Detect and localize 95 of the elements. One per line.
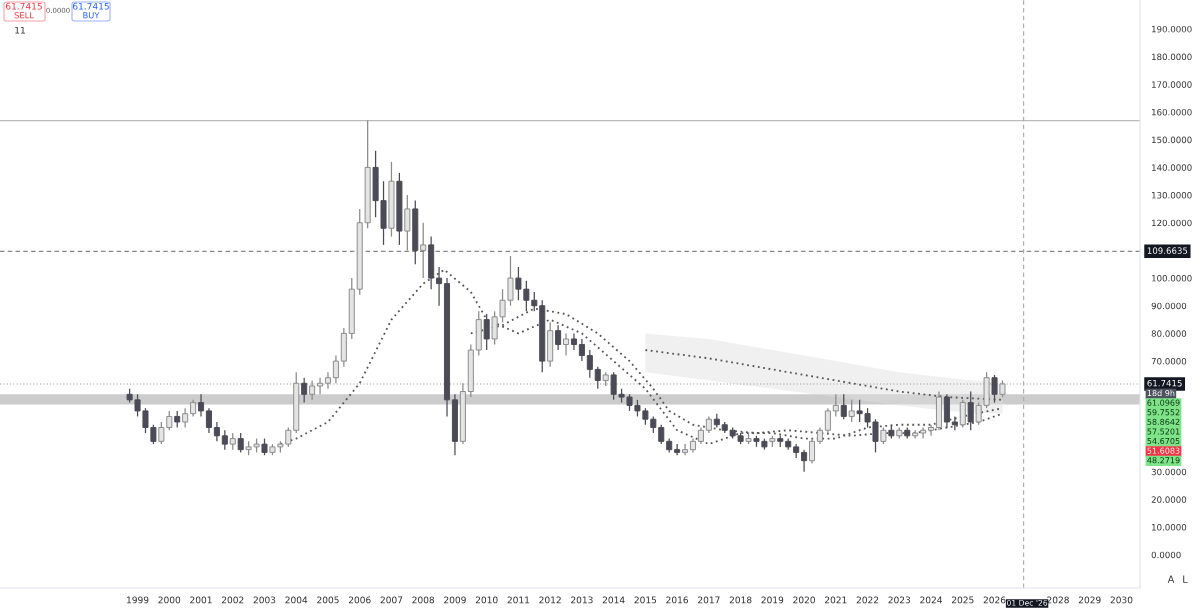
y-tick-label: 0.0000 bbox=[1151, 551, 1181, 559]
x-tick-label: 2013 bbox=[571, 596, 593, 604]
x-tick-label: 2005 bbox=[317, 596, 339, 604]
y-tick-label: 130.0000 bbox=[1152, 191, 1192, 199]
candlestick bbox=[483, 313, 490, 351]
text: 48.2719 bbox=[1147, 457, 1180, 464]
y-tick-label: 100.0000 bbox=[1152, 274, 1192, 282]
candlestick bbox=[682, 443, 689, 456]
x-tick-label: 2022 bbox=[856, 596, 879, 604]
text: A bbox=[1167, 575, 1175, 583]
y-tick-label: 150.0000 bbox=[1152, 136, 1192, 144]
y-tick-label: 70.0000 bbox=[1151, 357, 1187, 365]
candlestick bbox=[848, 399, 855, 423]
candlestick bbox=[808, 437, 816, 465]
candlestick bbox=[563, 332, 570, 357]
text: 18d 9h bbox=[1147, 389, 1175, 397]
text: 58.8642 bbox=[1147, 418, 1180, 425]
text: 59.7552 bbox=[1147, 409, 1180, 416]
ref-line-label: 61.7415 bbox=[1147, 379, 1182, 387]
text: 57.5201 bbox=[1147, 428, 1180, 435]
y-tick-label: 30.0000 bbox=[1151, 468, 1187, 476]
y-tick-label: 140.0000 bbox=[1152, 164, 1192, 171]
x-tick-label: 2025 bbox=[951, 596, 974, 604]
candlestick bbox=[182, 407, 189, 429]
candlestick bbox=[674, 443, 681, 456]
x-tick-label: 2014 bbox=[602, 596, 625, 604]
x-tick-label: 2030 bbox=[1110, 596, 1133, 604]
x-tick-label: 2026 bbox=[983, 596, 1006, 604]
candlestick bbox=[991, 374, 998, 404]
annotation: BUY bbox=[83, 12, 100, 19]
candlestick bbox=[237, 432, 244, 454]
candlestick bbox=[301, 377, 308, 404]
candlestick bbox=[928, 424, 935, 437]
x-tick-label: 2011 bbox=[507, 596, 530, 604]
candlestick bbox=[205, 407, 212, 434]
candlestick bbox=[221, 429, 228, 451]
candlestick bbox=[404, 194, 411, 252]
x-tick-label: 2008 bbox=[412, 596, 435, 604]
x-tick-label: 2020 bbox=[793, 596, 815, 604]
candlestick bbox=[594, 366, 601, 390]
candlestick bbox=[570, 332, 577, 351]
y-tick-label: 20.0000 bbox=[1151, 496, 1187, 503]
candlestick bbox=[197, 393, 205, 418]
x-tick-label: 2021 bbox=[825, 596, 847, 604]
x-tick-label: 2019 bbox=[761, 596, 784, 604]
candlestick bbox=[309, 379, 316, 401]
x-tick-label: 2023 bbox=[888, 596, 911, 604]
text: 61.0969 bbox=[1147, 399, 1180, 406]
candlestick bbox=[840, 393, 847, 420]
text: 51.6083 bbox=[1147, 447, 1180, 454]
candlestick bbox=[317, 377, 324, 395]
x-tick-label: 2028 bbox=[1047, 596, 1069, 604]
y-tick-label: 180.0000 bbox=[1152, 53, 1192, 61]
x-tick-label: 2004 bbox=[285, 596, 308, 604]
candlestick bbox=[824, 407, 831, 434]
candlestick bbox=[213, 421, 220, 442]
x-tick-label: 2016 bbox=[666, 596, 689, 604]
x-tick-label: 2002 bbox=[221, 596, 244, 604]
y-tick-label: 90.0000 bbox=[1151, 302, 1187, 310]
x-tick-label: 2001 bbox=[190, 596, 212, 604]
x-tick-label: 2024 bbox=[920, 596, 943, 604]
y-tick-label: 170.0000 bbox=[1152, 81, 1192, 88]
candlestick bbox=[832, 393, 839, 418]
x-tick-label: 2017 bbox=[698, 596, 720, 604]
ref-line-label: 109.6635 bbox=[1147, 247, 1188, 254]
y-tick-label: 80.0000 bbox=[1151, 330, 1187, 337]
text: L bbox=[1183, 575, 1188, 583]
candlestick bbox=[801, 449, 808, 473]
x-tick-label: 2009 bbox=[444, 596, 466, 604]
y-tick-label: 120.0000 bbox=[1152, 219, 1192, 227]
x-tick-label: 2003 bbox=[253, 596, 276, 604]
candlestick bbox=[578, 338, 585, 362]
x-tick-label: 2012 bbox=[539, 596, 561, 604]
y-tick-label: 190.0000 bbox=[1152, 25, 1192, 33]
y-tick-label: 160.0000 bbox=[1152, 108, 1192, 116]
text: 54.6705 bbox=[1147, 438, 1180, 445]
x-tick-label: 1999 bbox=[127, 596, 149, 604]
candlestick bbox=[586, 349, 593, 379]
annotation: 61.7415 bbox=[72, 2, 109, 10]
candlestick bbox=[332, 354, 339, 384]
annotation: SELL bbox=[14, 12, 34, 19]
x-tick-label: 2006 bbox=[348, 596, 371, 604]
x-tick-label: 2000 bbox=[158, 596, 181, 604]
y-tick-label: 10.0000 bbox=[1152, 524, 1187, 531]
candlestick bbox=[555, 324, 562, 351]
candlestick bbox=[959, 399, 966, 429]
x-tick-label: 2007 bbox=[380, 596, 403, 604]
candlestick bbox=[920, 426, 927, 440]
x-tick-label: 2029 bbox=[1078, 596, 1101, 604]
x-tick-label: 2010 bbox=[475, 596, 498, 604]
annotation: 11 bbox=[15, 26, 25, 34]
annotation: 61.7415 bbox=[5, 2, 42, 10]
x-tick-label: 2015 bbox=[634, 596, 657, 604]
x-tick-label: 2018 bbox=[729, 596, 752, 604]
candlestick bbox=[324, 371, 332, 390]
